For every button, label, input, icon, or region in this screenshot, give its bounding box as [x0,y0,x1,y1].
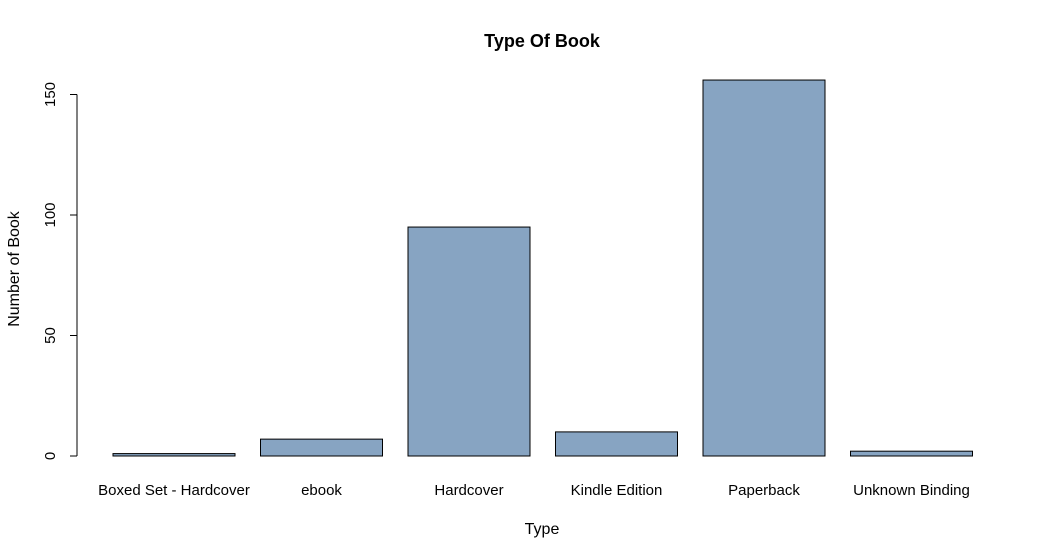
x-tick-label: Paperback [728,482,800,499]
bar [702,79,826,457]
x-tick-label: Unknown Binding [853,482,970,499]
bar [407,226,531,457]
y-axis: 0 50 100 150 [42,82,78,460]
y-tick-label: 150 [42,82,59,107]
bar [260,438,383,457]
bar [850,450,973,457]
chart-title: Type Of Book [484,31,601,51]
bar [112,453,236,457]
x-tick-label: ebook [301,482,342,499]
bar [555,431,678,457]
y-tick-label: 0 [42,452,59,460]
x-tick-label: Boxed Set - Hardcover [98,482,250,499]
x-axis-label: Type [525,521,560,538]
x-tick-label: Hardcover [434,482,503,499]
y-tick-label: 100 [42,202,59,227]
x-tick-labels: Boxed Set - Hardcover ebook Hardcover Kindl… [98,482,970,499]
y-tick-label: 50 [42,327,59,344]
y-axis-label: Number of Book [6,210,23,327]
x-tick-label: Kindle Edition [571,482,663,499]
bars-group [112,79,973,457]
